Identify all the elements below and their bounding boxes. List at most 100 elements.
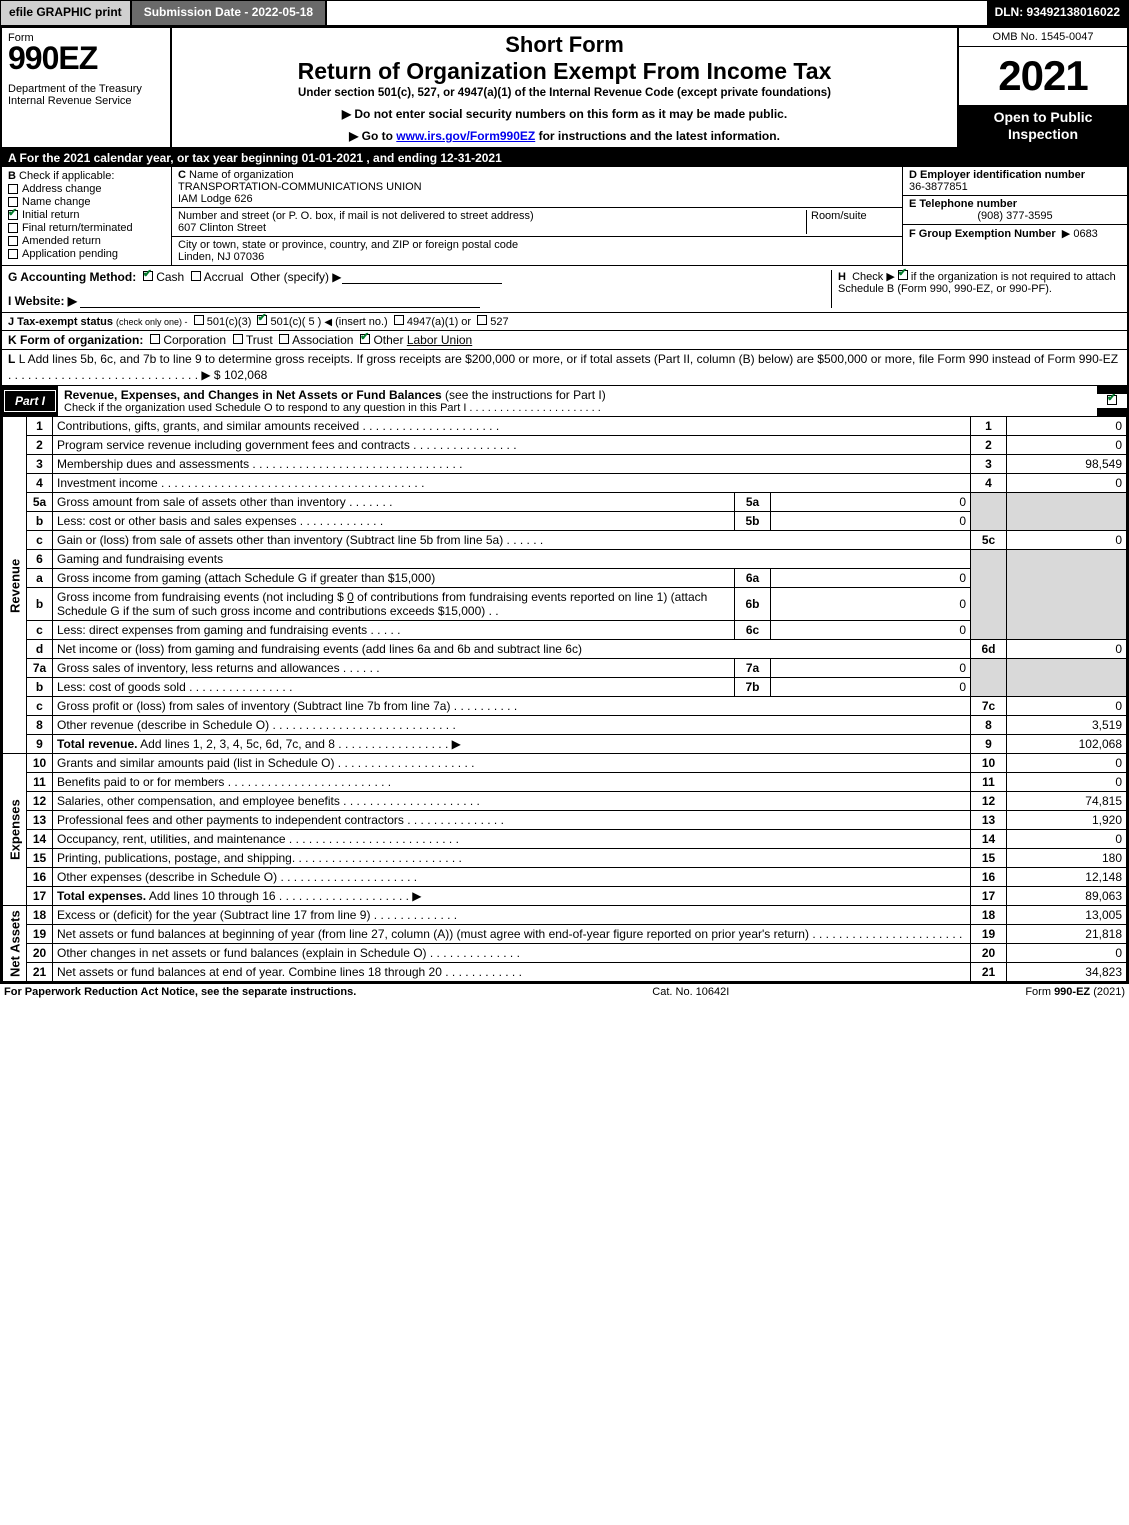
checkbox[interactable] [8,236,18,246]
goto-pre: Go to [362,129,397,143]
street-label: Number and street (or P. O. box, if mail… [178,210,534,222]
check-label: Address change [22,183,102,195]
name-label: Name of organization [189,169,294,181]
expenses-label: Expenses [3,754,27,906]
501c-checkbox[interactable] [257,315,267,325]
line-num: 9 [27,735,53,754]
line-val: 0 [1007,944,1127,963]
checkbox[interactable] [8,210,18,220]
corp-checkbox[interactable] [150,334,160,344]
line-val: 12,148 [1007,868,1127,887]
cash-checkbox[interactable] [143,271,153,281]
header-left: Form 990EZ Department of the Treasury In… [2,28,172,147]
line-rn: 19 [971,925,1007,944]
mini-val: 0 [771,621,971,640]
501c3-label: 501(c)(3) [207,316,252,328]
4947-checkbox[interactable] [394,315,404,325]
shaded-cell [971,659,1007,697]
website-input[interactable] [80,294,480,308]
accounting-other-input[interactable] [342,270,502,284]
line-desc: Total expenses. Add lines 10 through 16 … [53,887,971,906]
group-exempt-row: F Group Exemption Number ▶ 0683 [903,225,1127,265]
line-desc: Net income or (loss) from gaming and fun… [53,640,971,659]
part1-checkbox[interactable] [1107,395,1117,405]
line-desc: Membership dues and assessments . . . . … [53,455,971,474]
line-val: 0 [1007,531,1127,550]
line-val: 34,823 [1007,963,1127,982]
mini-val: 0 [771,493,971,512]
line-desc: Gross income from gaming (attach Schedul… [53,569,735,588]
efile-print-button[interactable]: efile GRAPHIC print [1,1,132,25]
f-label: F Group Exemption Number [909,228,1056,240]
check-option: Amended return [8,235,165,247]
line-desc: Other expenses (describe in Schedule O) … [53,868,971,887]
city-row: City or town, state or province, country… [172,237,902,265]
submission-date-button[interactable]: Submission Date - 2022-05-18 [132,1,327,25]
footer-left: For Paperwork Reduction Act Notice, see … [4,986,356,998]
row-h: H Check ▶ if the organization is not req… [831,270,1121,308]
checkbox[interactable] [8,197,18,207]
line-desc: Program service revenue including govern… [53,436,971,455]
line-num: 17 [27,887,53,906]
527-checkbox[interactable] [477,315,487,325]
corp-label: Corporation [163,333,226,347]
cash-label: Cash [156,270,184,284]
omb-number: OMB No. 1545-0047 [959,28,1127,47]
line-rn: 14 [971,830,1007,849]
checkbox[interactable] [8,249,18,259]
k-label: K Form of organization: [8,333,143,347]
irs-link[interactable]: www.irs.gov/Form990EZ [396,129,535,143]
assoc-checkbox[interactable] [279,334,289,344]
page-footer: For Paperwork Reduction Act Notice, see … [0,984,1129,1000]
check-option: Application pending [8,248,165,260]
ssn-note-text: Do not enter social security numbers on … [354,107,787,121]
line-desc: Gross income from fundraising events (no… [53,588,735,621]
c-label: C [178,169,186,181]
4947-label: 4947(a)(1) or [407,316,471,328]
501c3-checkbox[interactable] [194,315,204,325]
line-num: c [27,621,53,640]
city-label: City or town, state or province, country… [178,239,518,251]
line-num: b [27,678,53,697]
line-val: 13,005 [1007,906,1127,925]
goto-note: ▶ Go to www.irs.gov/Form990EZ for instru… [176,129,953,143]
line-rn: 5c [971,531,1007,550]
check-option: Name change [8,196,165,208]
header-right: OMB No. 1545-0047 2021 Open to Public In… [957,28,1127,147]
topbar-spacer [327,1,986,25]
line-rn: 6d [971,640,1007,659]
short-form-title: Short Form [176,32,953,58]
assoc-label: Association [292,333,353,347]
line-num: 7a [27,659,53,678]
row-j: J Tax-exempt status (check only one) - 5… [2,313,1127,331]
shaded-cell [1007,659,1127,697]
line-rn: 9 [971,735,1007,754]
h-checkbox[interactable] [898,270,908,280]
row-k: K Form of organization: Corporation Trus… [2,331,1127,350]
line-num: b [27,588,53,621]
department-label: Department of the Treasury Internal Reve… [8,83,164,107]
line-desc: Excess or (deficit) for the year (Subtra… [53,906,971,925]
other-org-checkbox[interactable] [360,334,370,344]
mini-val: 0 [771,659,971,678]
e-label: E Telephone number [909,198,1017,210]
line-num: 20 [27,944,53,963]
i-label: I Website: ▶ [8,294,77,308]
check-label: Amended return [22,235,101,247]
line-rn: 10 [971,754,1007,773]
checkbox[interactable] [8,184,18,194]
checkbox[interactable] [8,223,18,233]
part1-check [1097,394,1127,408]
line-desc: Net assets or fund balances at end of ye… [53,963,971,982]
line-num: 10 [27,754,53,773]
line-rn: 20 [971,944,1007,963]
line-num: 16 [27,868,53,887]
line-val: 0 [1007,773,1127,792]
line-val: 0 [1007,830,1127,849]
j-label: J Tax-exempt status [8,316,113,328]
top-bar: efile GRAPHIC print Submission Date - 20… [0,0,1129,26]
line-desc: Benefits paid to or for members . . . . … [53,773,971,792]
accrual-checkbox[interactable] [191,271,201,281]
ein-value: 36-3877851 [909,181,968,193]
trust-checkbox[interactable] [233,334,243,344]
